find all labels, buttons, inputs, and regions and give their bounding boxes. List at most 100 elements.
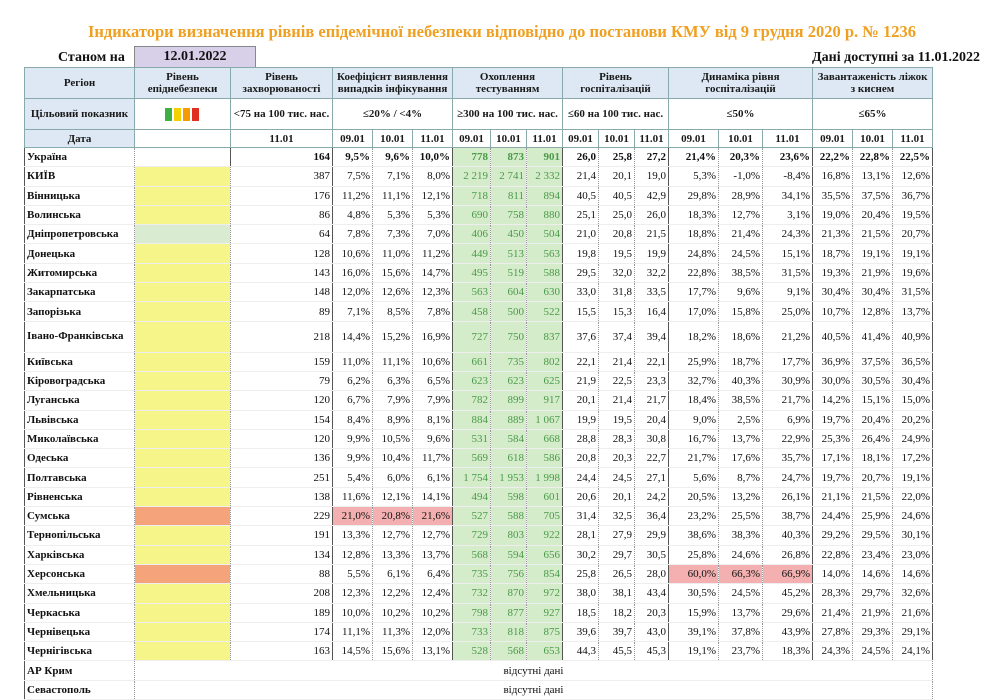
oxygen-beds-value: 37,5% <box>852 352 893 372</box>
detection-value: 16,9% <box>412 321 453 353</box>
testing-value: 811 <box>490 186 527 206</box>
level-cell <box>134 371 231 392</box>
testing-value: 884 <box>452 410 491 430</box>
oxygen-beds-value: 24,3% <box>812 641 853 662</box>
oxygen-beds-value: 10,7% <box>812 301 853 322</box>
hospitalization-value: 32,0 <box>598 263 635 284</box>
hospitalization-value: 24,2 <box>634 487 669 508</box>
testing-value: 406 <box>452 224 491 245</box>
hospitalization-value: 28,8 <box>562 429 599 450</box>
header-oxygen-beds: Завантаженість ліжок з киснем <box>812 67 933 99</box>
detection-value: 6,4% <box>412 564 453 585</box>
table-row: Донецька 128 10,6% 11,0% 11,2% 449 513 563 19,8 1… <box>24 243 933 264</box>
date-col: 11.01 <box>526 129 563 148</box>
detection-value: 6,1% <box>372 564 413 585</box>
testing-value: 519 <box>490 263 527 284</box>
detection-value: 5,3% <box>412 205 453 226</box>
detection-value: 8,9% <box>372 410 413 430</box>
detection-value: 10,2% <box>412 603 453 623</box>
hospitalization-value: 18,2 <box>598 603 635 623</box>
table-row: Черкаська 189 10,0% 10,2% 10,2% 798 877 927 18,5… <box>24 603 933 623</box>
morbidity-value: 229 <box>230 506 333 527</box>
oxygen-beds-value: 20,7% <box>892 224 933 245</box>
testing-value: 568 <box>452 545 491 565</box>
testing-value: 922 <box>526 525 563 546</box>
oxygen-beds-value: 22,8% <box>812 545 853 565</box>
hosp-dynamics-value: 30,5% <box>668 583 719 604</box>
hosp-dynamics-value: 35,7% <box>762 448 813 469</box>
level-cell <box>134 525 231 546</box>
region-name: Вінницька <box>24 186 135 206</box>
testing-value: 818 <box>490 622 527 643</box>
detection-value: 12,6% <box>372 282 413 303</box>
detection-value: 7,9% <box>372 390 413 411</box>
region-name: Івано-Франківська <box>24 321 135 353</box>
testing-value: 803 <box>490 525 527 546</box>
level-swatch <box>164 107 172 121</box>
oxygen-beds-value: 12,6% <box>892 166 933 187</box>
testing-value: 2 332 <box>526 166 563 187</box>
testing-value: 513 <box>490 243 527 264</box>
hosp-dynamics-value: 18,3% <box>762 641 813 662</box>
hospitalization-value: 29,7 <box>598 545 635 565</box>
testing-value: 972 <box>526 583 563 604</box>
target-morbidity: <75 на 100 тис. нас. <box>230 98 333 130</box>
oxygen-beds-value: 29,1% <box>892 622 933 643</box>
hosp-dynamics-value: 20,5% <box>668 487 719 508</box>
hosp-dynamics-value: 15,8% <box>718 301 763 322</box>
hospitalization-value: 42,9 <box>634 186 669 206</box>
hospitalization-value: 27,2 <box>634 147 669 168</box>
oxygen-beds-value: 21,5% <box>852 487 893 508</box>
hospitalization-value: 21,4 <box>598 390 635 411</box>
hosp-dynamics-value: 23,2% <box>668 506 719 527</box>
level-cell <box>134 564 231 585</box>
testing-value: 504 <box>526 224 563 245</box>
hospitalization-value: 40,5 <box>562 186 599 206</box>
region-name: Харківська <box>24 545 135 565</box>
hosp-dynamics-value: 18,2% <box>668 321 719 353</box>
region-name: Тернопільська <box>24 525 135 546</box>
hospitalization-value: 20,3 <box>634 603 669 623</box>
detection-value: 13,7% <box>412 545 453 565</box>
oxygen-beds-value: 24,1% <box>892 641 933 662</box>
target-testing: ≥300 на 100 тис. нас. <box>452 98 563 130</box>
date-col: 09.01 <box>452 129 491 148</box>
detection-value: 7,1% <box>372 166 413 187</box>
testing-value: 1 754 <box>452 467 491 488</box>
table-row: Львівська 154 8,4% 8,9% 8,1% 884 889 1 067 19,9 1… <box>24 410 933 430</box>
oxygen-beds-value: 13,1% <box>852 166 893 187</box>
table-row: Полтавська 251 5,4% 6,0% 6,1% 1 754 1 953 1 998… <box>24 467 933 488</box>
level-cell <box>134 641 231 662</box>
testing-value: 798 <box>452 603 491 623</box>
table-row: Чернівецька 174 11,1% 11,3% 12,0% 733 818 875 39… <box>24 622 933 643</box>
hospitalization-value: 23,3 <box>634 371 669 392</box>
hosp-dynamics-value: 22,8% <box>668 263 719 284</box>
table-row: Закарпатська 148 12,0% 12,6% 12,3% 563 604 630 3… <box>24 282 933 303</box>
hosp-dynamics-value: 24,3% <box>762 224 813 245</box>
date-col: 11.01 <box>634 129 669 148</box>
hosp-dynamics-value: 19,1% <box>668 641 719 662</box>
detection-value: 5,4% <box>332 467 373 488</box>
testing-value: 449 <box>452 243 491 264</box>
date-col: 11.01 <box>762 129 813 148</box>
testing-value: 569 <box>452 448 491 469</box>
hospitalization-value: 30,5 <box>634 545 669 565</box>
hosp-dynamics-value: 8,7% <box>718 467 763 488</box>
detection-value: 13,1% <box>412 641 453 662</box>
hospitalization-value: 39,4 <box>634 321 669 353</box>
hospitalization-value: 30,2 <box>562 545 599 565</box>
detection-value: 6,3% <box>372 371 413 392</box>
level-cell <box>134 429 231 450</box>
region-name: Україна <box>24 147 135 168</box>
oxygen-beds-value: 19,6% <box>892 263 933 284</box>
testing-value: 604 <box>490 282 527 303</box>
table-row: Одеська 136 9,9% 10,4% 11,7% 569 618 586 20,8 20,… <box>24 448 933 469</box>
oxygen-beds-value: 14,2% <box>812 390 853 411</box>
region-name: Донецька <box>24 243 135 264</box>
hosp-dynamics-value: 9,1% <box>762 282 813 303</box>
hosp-dynamics-value: 18,6% <box>718 321 763 353</box>
indicators-table: Регіон Рівень епіднебезпеки Рівень захво… <box>24 67 933 700</box>
detection-value: 12,2% <box>372 583 413 604</box>
hospitalization-value: 19,9 <box>562 410 599 430</box>
header-hosp-dynamics: Динаміка рівня госпіталізацій <box>668 67 813 99</box>
